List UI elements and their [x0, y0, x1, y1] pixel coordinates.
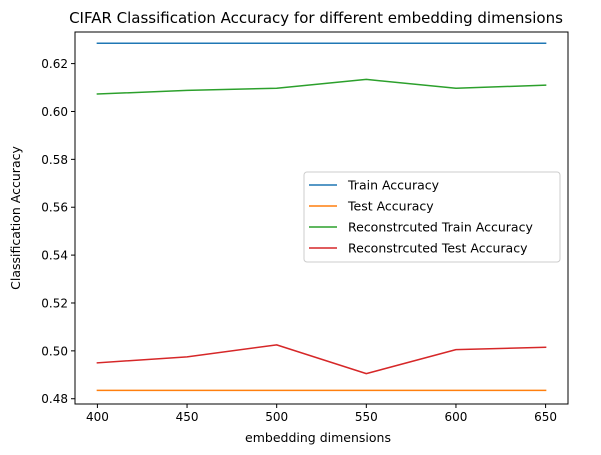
y-axis-label: Classification Accuracy	[8, 146, 23, 290]
y-tick-label: 0.62	[41, 57, 68, 71]
y-tick-label: 0.52	[41, 296, 68, 310]
y-tick-label: 0.50	[41, 344, 68, 358]
legend-label: Test Accuracy	[347, 199, 434, 214]
x-tick-label: 500	[265, 410, 288, 424]
x-tick-label: 450	[176, 410, 199, 424]
legend-label: Train Accuracy	[347, 178, 440, 193]
y-tick-label: 0.54	[41, 249, 68, 263]
x-tick-label: 600	[445, 410, 468, 424]
y-axis: 0.48 0.50 0.52 0.54 0.56 0.58 0.60 0.62	[41, 57, 75, 406]
y-tick-label: 0.58	[41, 153, 68, 167]
legend: Train Accuracy Test Accuracy Reconstrcuted…	[303, 171, 561, 263]
x-axis: 400 450 500 550 600 650	[86, 404, 557, 424]
y-tick-label: 0.60	[41, 105, 68, 119]
x-tick-label: 550	[355, 410, 378, 424]
legend-box	[303, 171, 561, 263]
y-tick-label: 0.56	[41, 201, 68, 215]
series-line-3	[96, 78, 547, 95]
chart-title: CIFAR Classification Accuracy for differ…	[69, 9, 563, 27]
x-axis-label: embedding dimensions	[245, 430, 391, 445]
y-tick-label: 0.48	[41, 392, 68, 406]
plot-frame	[74, 31, 569, 405]
legend-label: Reconstrcuted Train Accuracy	[348, 220, 533, 235]
series-line-4	[96, 344, 547, 375]
legend-label: Reconstrcuted Test Accuracy	[348, 241, 528, 256]
x-tick-label: 400	[86, 410, 109, 424]
x-tick-label: 650	[534, 410, 557, 424]
plot-lines	[96, 42, 547, 392]
